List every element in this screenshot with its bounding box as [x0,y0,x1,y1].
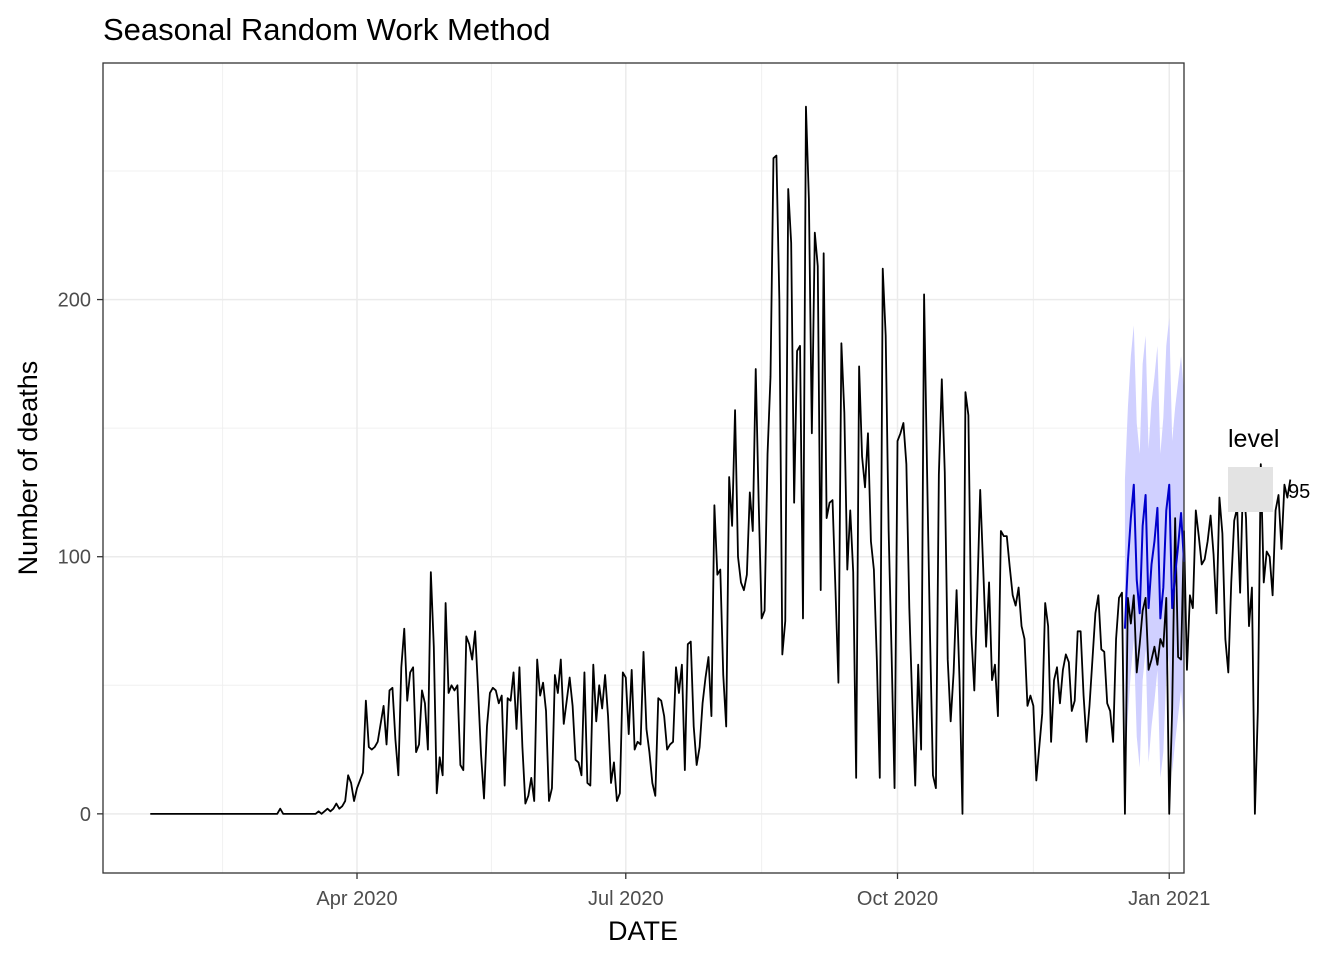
forecast-series-line [1123,483,1185,629]
plot-panel-border [102,62,1185,874]
observed-series-line [150,105,1292,815]
grid-lines [103,63,1184,873]
chart-title: Seasonal Random Work Method [103,12,550,47]
legend: level 95 [1228,425,1310,512]
y-tick-label: 0 [80,804,91,826]
x-tick-label: Jul 2020 [588,888,664,910]
x-axis: Apr 2020 Jul 2020 Oct 2020 Jan 2021 [316,873,1210,910]
x-tick-label: Apr 2020 [316,888,397,910]
y-axis-title: Number of deaths [13,361,43,576]
legend-title: level [1228,425,1279,453]
y-tick-label: 200 [58,290,91,312]
y-tick-label: 100 [58,547,91,569]
y-axis: 0 100 200 [58,290,103,826]
x-axis-title: DATE [608,916,678,946]
legend-label-95: 95 [1288,481,1310,503]
x-tick-label: Jan 2021 [1128,888,1210,910]
legend-key-95 [1228,467,1273,512]
x-tick-label: Oct 2020 [857,888,938,910]
series-line-layer [150,105,1292,815]
